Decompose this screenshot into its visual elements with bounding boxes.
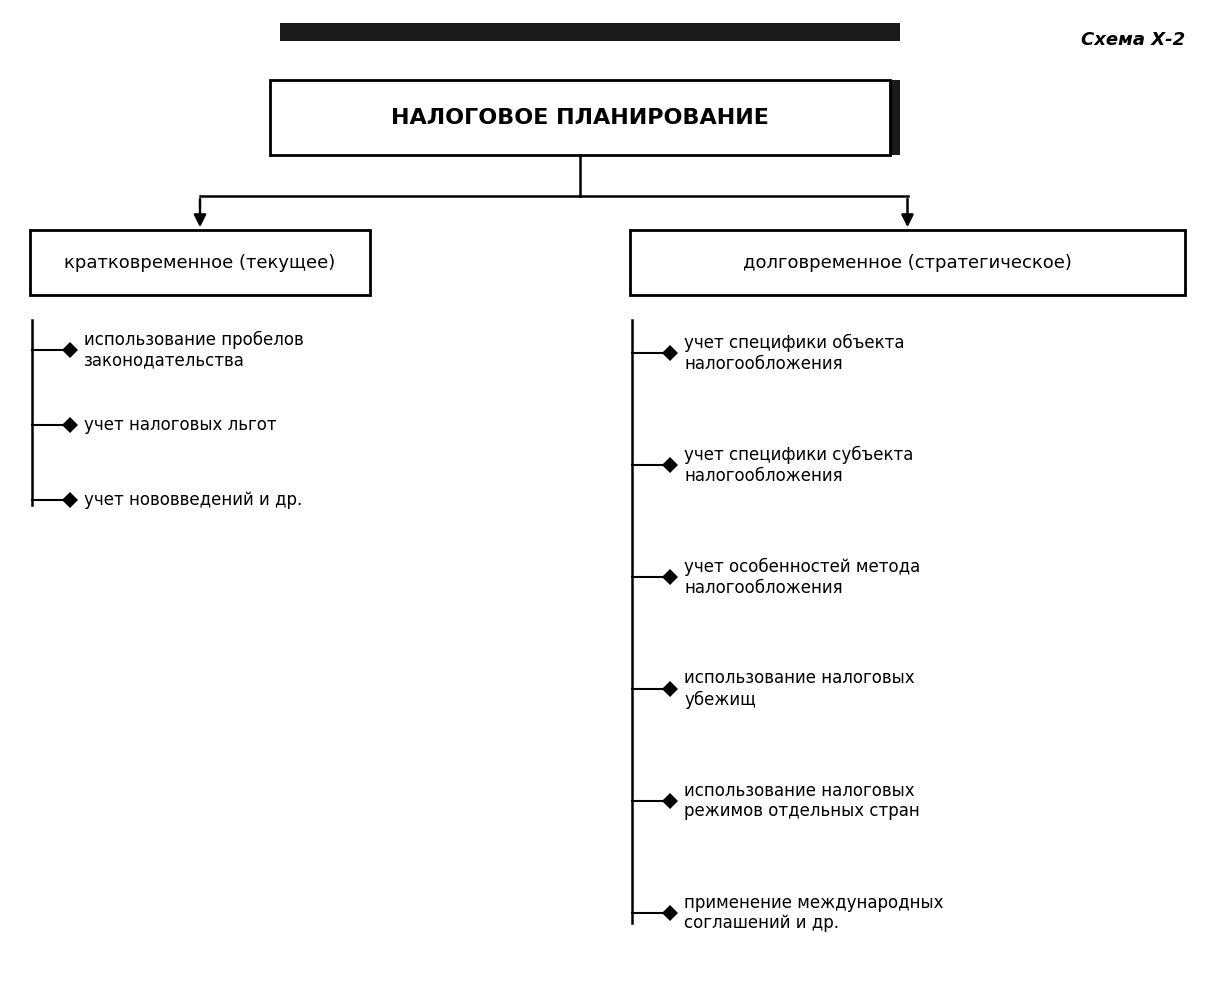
Bar	[270, 80, 890, 155]
Bar	[888, 80, 900, 155]
Text: использование налоговых
убежищ: использование налоговых убежищ	[684, 670, 915, 709]
Text: учет нововведений и др.: учет нововведений и др.	[84, 491, 303, 509]
Text: кратковременное (текущее): кратковременное (текущее)	[64, 254, 336, 272]
Bar	[30, 230, 371, 295]
Text: учет специфики объекта
налогообложения: учет специфики объекта налогообложения	[684, 334, 905, 373]
Text: учет налоговых льгот: учет налоговых льгот	[84, 416, 277, 434]
Text: НАЛОГОВОЕ ПЛАНИРОВАНИЕ: НАЛОГОВОЕ ПЛАНИРОВАНИЕ	[391, 107, 769, 128]
Text: учет специфики субъекта
налогообложения: учет специфики субъекта налогообложения	[684, 446, 913, 485]
Text: Схема Х-2: Схема Х-2	[1081, 31, 1185, 49]
Text: использование налоговых
режимов отдельных стран: использование налоговых режимов отдельны…	[684, 782, 920, 821]
Bar	[279, 23, 900, 41]
Text: учет особенностей метода
налогообложения: учет особенностей метода налогообложения	[684, 558, 921, 597]
Text: применение международных
соглашений и др.: применение международных соглашений и др…	[684, 894, 943, 933]
Text: долговременное (стратегическое): долговременное (стратегическое)	[744, 254, 1072, 272]
Bar	[630, 230, 1185, 295]
Text: использование пробелов
законодательства: использование пробелов законодательства	[84, 330, 304, 370]
